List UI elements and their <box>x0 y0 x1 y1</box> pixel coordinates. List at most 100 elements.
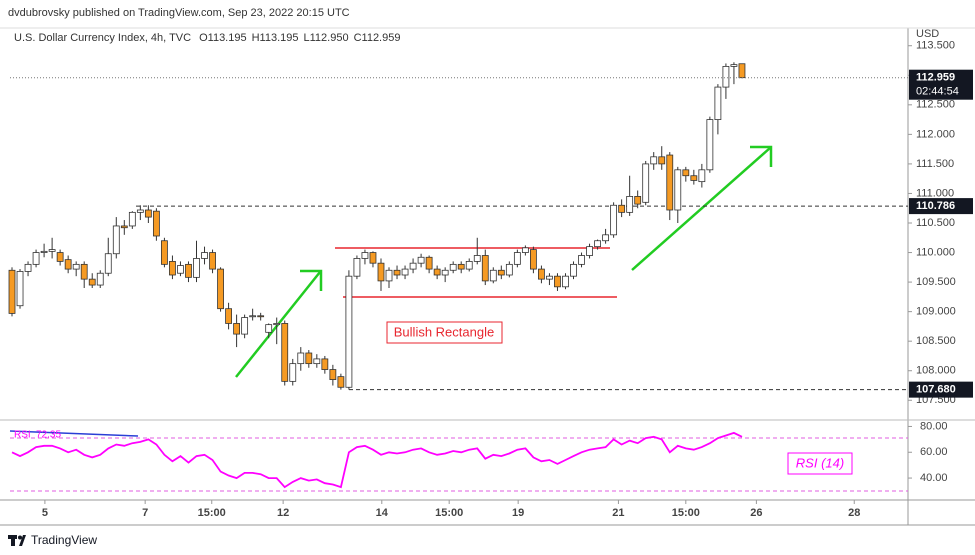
candle-body <box>56 252 64 262</box>
candle-body <box>185 263 192 278</box>
x-tick-label: 15:00 <box>198 507 226 519</box>
candle-body <box>489 269 497 282</box>
candle-body <box>217 268 224 310</box>
candle-body <box>313 358 321 365</box>
candle-body <box>225 308 232 324</box>
candle-body <box>377 262 385 282</box>
y-tick-label: 111.000 <box>916 187 954 199</box>
candle-body <box>8 269 16 314</box>
candle-body <box>538 268 545 280</box>
price-line-label: 107.680 <box>916 384 956 396</box>
candle-body <box>738 63 746 79</box>
candle-body <box>177 265 184 274</box>
trend-line <box>9 430 139 437</box>
candle-body <box>241 317 249 335</box>
candle-body <box>441 269 449 276</box>
rsi-tick-label: 40.00 <box>920 472 948 484</box>
candle-body <box>594 240 601 248</box>
candle-body <box>257 315 265 318</box>
candles <box>8 62 746 390</box>
currency: USD <box>916 28 939 40</box>
candle-body <box>666 154 674 211</box>
candle-body <box>337 376 345 388</box>
rsi-title: RSI (14) <box>796 455 844 470</box>
y-tick-label: 108.000 <box>916 365 956 377</box>
candle-body <box>401 268 409 276</box>
candle-body <box>144 209 152 218</box>
candle-body <box>449 263 457 271</box>
candle-body <box>698 169 706 183</box>
candle-body <box>722 66 730 88</box>
candle-body <box>465 261 473 270</box>
x-tick-label: 26 <box>750 507 762 519</box>
y-tick-label: 112.500 <box>916 99 955 111</box>
candle-body <box>152 210 160 237</box>
candle-body <box>353 258 361 277</box>
candle-body <box>634 196 642 205</box>
countdown: 02:44:54 <box>916 86 959 98</box>
candle-body <box>136 209 144 213</box>
candle-body <box>457 263 465 270</box>
y-tick-label: 108.500 <box>916 335 956 347</box>
candle-body <box>513 252 521 265</box>
candle-body <box>128 211 136 227</box>
candle-body <box>281 323 289 382</box>
candle-body <box>120 225 128 229</box>
candle-body <box>361 252 369 259</box>
annotation: Bullish Rectangle <box>394 324 494 339</box>
candle-body <box>393 269 401 276</box>
candle-body <box>321 358 329 370</box>
candle-body <box>297 352 305 365</box>
candle-body <box>209 252 216 270</box>
x-tick-label: 12 <box>277 507 289 519</box>
candle-body <box>586 246 593 256</box>
legend-ohlc: C112.959 <box>354 32 401 44</box>
candle-body <box>658 156 666 165</box>
candle-body <box>265 324 273 333</box>
candle-body <box>682 169 690 177</box>
candle-body <box>642 163 650 203</box>
y-tick-label: 109.000 <box>916 306 956 318</box>
candle-body <box>16 271 24 307</box>
candle-body <box>80 263 88 280</box>
candle-body <box>169 261 176 276</box>
candle-body <box>385 269 393 282</box>
candle-body <box>554 275 561 288</box>
rsi-line <box>11 431 743 489</box>
logo <box>8 535 26 546</box>
candle-body <box>706 119 714 171</box>
candle-body <box>233 323 241 335</box>
candle-body <box>425 256 433 270</box>
header: dvdubrovsky published on TradingView.com… <box>8 7 350 19</box>
candle-body <box>112 225 120 255</box>
candle-body <box>48 249 56 252</box>
footer: TradingView <box>31 533 97 547</box>
candle-body <box>618 204 626 213</box>
x-tick-label: 19 <box>512 507 524 519</box>
candle-body <box>88 278 96 286</box>
legend-ohlc: O113.195 <box>199 32 247 44</box>
candle-body <box>473 255 481 262</box>
candle-body <box>409 262 417 270</box>
candle-body <box>730 64 738 67</box>
candle-body <box>546 275 553 280</box>
candle-body <box>369 252 377 264</box>
candle-body <box>481 255 489 282</box>
candle-body <box>529 249 537 270</box>
y-tick-label: 112.000 <box>916 128 955 140</box>
candle-body <box>161 240 168 265</box>
price-line-label-box <box>909 381 973 398</box>
x-tick-label: 7 <box>142 507 148 519</box>
candle-body <box>24 263 32 272</box>
candle-body <box>273 323 281 326</box>
candle-body <box>610 204 618 236</box>
candle-body <box>497 269 505 276</box>
rsi-tick-label: 60.00 <box>920 446 948 458</box>
legend-symbol: U.S. Dollar Currency Index, 4h, TVC <box>14 32 191 44</box>
rsi-legend-value: 72.35 <box>36 430 61 441</box>
candle-body <box>40 250 48 253</box>
x-tick-label: 15:00 <box>435 507 463 519</box>
candle-body <box>650 156 658 165</box>
candle-body <box>690 175 698 181</box>
